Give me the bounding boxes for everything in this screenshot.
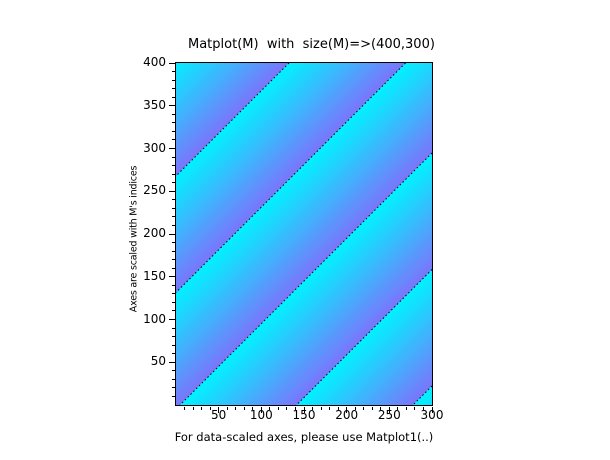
- x-minor-tick: [243, 407, 245, 410]
- x-minor-tick: [380, 407, 382, 410]
- y-major-tick: [169, 148, 175, 149]
- y-major-tick: [169, 62, 175, 64]
- x-minor-tick: [414, 407, 416, 410]
- y-major-tick: [169, 190, 175, 192]
- y-minor-tick: [172, 165, 175, 167]
- y-minor-tick: [172, 242, 175, 244]
- y-tick-label: 300: [143, 140, 166, 155]
- y-minor-tick: [172, 139, 175, 141]
- y-minor-tick: [172, 96, 175, 98]
- plot-area: [175, 62, 433, 406]
- y-minor-tick: [172, 301, 175, 303]
- x-minor-tick: [337, 407, 339, 410]
- figure-caption: For data-scaled axes, please use Matplot…: [174, 430, 434, 444]
- y-tick-label: 50: [150, 354, 166, 369]
- x-tick-label: 300: [420, 408, 444, 422]
- y-minor-tick: [172, 336, 175, 338]
- x-major-tick: [346, 407, 348, 413]
- matplot-image: [176, 63, 432, 405]
- x-minor-tick: [354, 407, 356, 410]
- x-minor-tick: [363, 407, 365, 410]
- x-tick-label: 250: [377, 408, 401, 422]
- x-tick-label: 100: [249, 408, 273, 422]
- x-minor-tick: [184, 407, 186, 410]
- y-minor-tick: [172, 182, 175, 184]
- y-minor-tick: [172, 250, 175, 252]
- y-major-tick: [169, 105, 175, 107]
- y-tick-label: 350: [143, 97, 166, 112]
- band-boundary-lines: [176, 63, 432, 405]
- y-tick-label: 100: [143, 311, 166, 326]
- y-minor-tick: [172, 113, 175, 115]
- y-minor-tick: [172, 293, 175, 295]
- y-minor-tick: [172, 199, 175, 201]
- y-minor-tick: [172, 224, 175, 226]
- y-major-tick: [169, 361, 175, 363]
- x-major-tick: [431, 407, 433, 413]
- y-tick-label: 200: [143, 226, 166, 240]
- x-tick-label: 200: [335, 408, 359, 422]
- y-minor-tick: [172, 130, 175, 132]
- y-major-tick: [169, 276, 175, 278]
- y-minor-tick: [172, 284, 175, 286]
- y-minor-tick: [172, 378, 175, 380]
- x-minor-tick: [209, 407, 211, 410]
- x-tick-label: 150: [292, 408, 316, 422]
- x-minor-tick: [329, 407, 331, 410]
- y-minor-tick: [172, 259, 175, 261]
- y-minor-tick: [172, 88, 175, 90]
- y-minor-tick: [172, 267, 175, 269]
- x-minor-tick: [269, 407, 271, 410]
- x-minor-tick: [192, 407, 194, 410]
- y-minor-tick: [172, 71, 175, 73]
- band-boundary-line: [179, 152, 432, 405]
- y-major-tick: [169, 319, 175, 320]
- y-tick-label: 400: [143, 55, 166, 69]
- x-minor-tick: [397, 407, 399, 410]
- x-minor-tick: [252, 407, 254, 410]
- x-minor-tick: [226, 407, 228, 410]
- x-major-tick: [218, 407, 220, 413]
- y-minor-tick: [172, 173, 175, 175]
- x-minor-tick: [422, 407, 424, 410]
- x-major-tick: [388, 407, 390, 413]
- y-minor-tick: [172, 344, 175, 346]
- y-tick-label: 150: [143, 268, 166, 283]
- x-major-tick: [303, 407, 305, 413]
- x-minor-tick: [371, 407, 373, 410]
- x-major-tick: [260, 407, 262, 413]
- y-minor-tick: [172, 327, 175, 329]
- x-tick-label: 50: [211, 408, 227, 422]
- x-minor-tick: [405, 407, 407, 410]
- y-minor-tick: [172, 387, 175, 389]
- y-minor-tick: [172, 207, 175, 209]
- chart-title-line1: Matplot(M) with size(M)=>(400,300): [188, 37, 435, 52]
- x-minor-tick: [277, 407, 279, 410]
- y-minor-tick: [172, 79, 175, 81]
- y-minor-tick: [172, 156, 175, 158]
- y-minor-tick: [172, 310, 175, 312]
- y-minor-tick: [172, 395, 175, 397]
- band-boundary-line: [176, 63, 290, 177]
- y-minor-tick: [172, 122, 175, 124]
- y-minor-tick: [172, 370, 175, 372]
- y-minor-tick: [172, 216, 175, 218]
- x-minor-tick: [320, 407, 322, 410]
- x-minor-tick: [294, 407, 296, 410]
- x-minor-tick: [201, 407, 203, 410]
- gradient-bands: [176, 63, 432, 405]
- y-tick-label: 250: [143, 183, 166, 198]
- band-boundary-line: [412, 385, 432, 405]
- y-major-tick: [169, 233, 175, 235]
- y-minor-tick: [172, 353, 175, 355]
- x-minor-tick: [235, 407, 237, 410]
- x-minor-tick: [286, 407, 288, 410]
- x-minor-tick: [312, 407, 314, 410]
